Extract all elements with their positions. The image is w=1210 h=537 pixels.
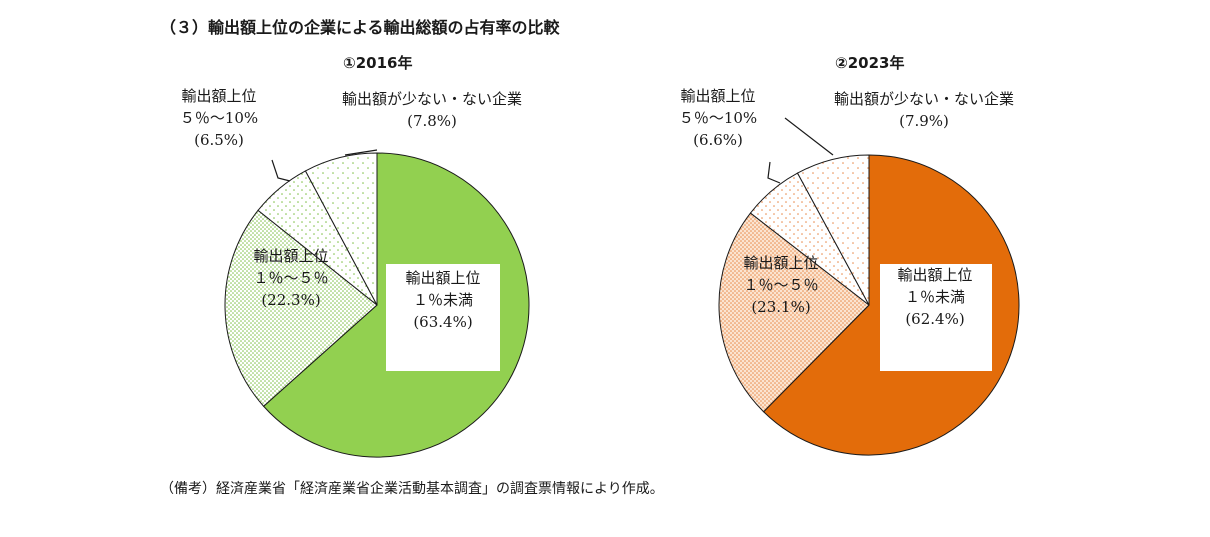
slice-label-line-2023-2-2: １％～５％ — [743, 276, 818, 294]
slice-label-line-2016-2-2: １％～５％ — [253, 269, 328, 287]
pie-slice-2023-4 — [796, 154, 870, 306]
slice-label-2023-4: 輸出額が少ない・ない企業 (7.9%) — [834, 90, 1014, 130]
slice-label-line-2023-2-3: (23.1%) — [751, 298, 810, 316]
pie-slice-2016-2 — [224, 209, 378, 407]
pie-slice-2023-2 — [718, 212, 870, 413]
slice-label-line-2023-2-1: 輸出額上位 — [743, 254, 818, 272]
chart-title-2023: ②2023年 — [835, 54, 905, 72]
label-box-2023 — [880, 264, 992, 371]
label-box-2016 — [386, 264, 500, 371]
leader-line-2023-4 — [784, 117, 834, 156]
slice-label-line-2016-1-3: (63.4%) — [413, 313, 472, 331]
slice-label-2016-3: 輸出額上位 ５％～10% (6.5%) — [180, 87, 258, 149]
slice-label-line-2016-1-1: 輸出額上位 — [405, 269, 480, 287]
slice-label-2023-2: 輸出額上位 １％～５％ (23.1%) — [743, 254, 818, 316]
leader-line-2016-3 — [271, 159, 291, 182]
leader-line-2016-4 — [344, 149, 378, 156]
chart-title-2016: ①2016年 — [343, 54, 413, 72]
slice-label-2016-4: 輸出額が少ない・ない企業 (7.8%) — [342, 90, 522, 130]
slice-label-2016-2: 輸出額上位 １％～５％ (22.3%) — [253, 247, 328, 309]
slice-label-line-2023-4-2: (7.9%) — [899, 112, 949, 130]
slice-label-line-2023-1-2: １％未満 — [905, 288, 965, 306]
pie-slice-2016-4 — [304, 152, 378, 306]
slice-label-line-2016-3-3: (6.5%) — [194, 131, 244, 149]
slice-label-line-2016-1-2: １％未満 — [413, 291, 473, 309]
source-note: （備考）経済産業省「経済産業省企業活動基本調査」の調査票情報により作成。 — [160, 481, 664, 497]
slice-label-line-2023-3-3: (6.6%) — [693, 131, 743, 149]
slice-label-line-2016-3-2: ５％～10% — [180, 109, 258, 127]
slice-label-line-2023-1-3: (62.4%) — [905, 310, 964, 328]
slice-label-line-2016-3-1: 輸出額上位 — [181, 87, 256, 105]
slice-label-2023-3: 輸出額上位 ５％～10% (6.6%) — [679, 87, 757, 149]
figure-title: （３）輸出額上位の企業による輸出総額の占有率の比較 — [160, 18, 560, 37]
leader-line-2023-3 — [767, 161, 781, 184]
slice-label-line-2016-2-3: (22.3%) — [261, 291, 320, 309]
slice-label-line-2023-3-2: ５％～10% — [679, 109, 757, 127]
slice-label-line-2016-4-2: (7.8%) — [407, 112, 457, 130]
slice-label-2016-1: 輸出額上位 １％未満 (63.4%) — [386, 264, 500, 371]
slice-label-line-2023-4-1: 輸出額が少ない・ない企業 — [834, 90, 1014, 108]
slice-label-2023-1: 輸出額上位 １％未満 (62.4%) — [880, 264, 992, 371]
slice-label-line-2016-4-1: 輸出額が少ない・ない企業 — [342, 90, 522, 108]
slice-label-line-2016-2-1: 輸出額上位 — [253, 247, 328, 265]
slice-label-line-2023-3-1: 輸出額上位 — [680, 87, 755, 105]
slice-label-line-2023-1-1: 輸出額上位 — [897, 266, 972, 284]
